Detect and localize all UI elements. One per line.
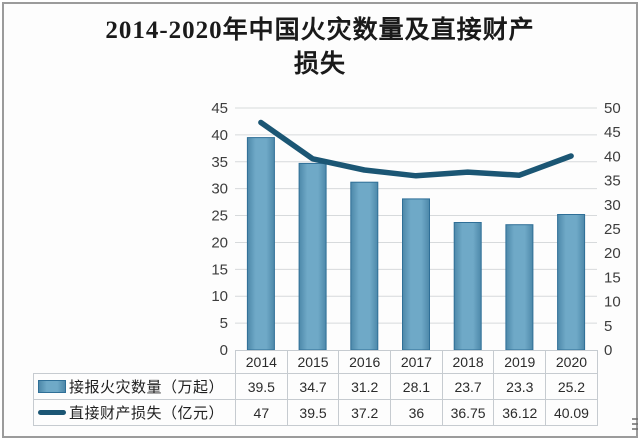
year-cell: 2020: [545, 350, 598, 374]
value-cell: 47: [235, 399, 288, 426]
value-cell: 39.5: [286, 399, 340, 426]
year-cell: 2019: [493, 350, 547, 374]
chart-title-line1: 2014-2020年中国火灾数量及直接财产: [105, 17, 535, 44]
year-cell: 2015: [286, 350, 340, 374]
watermark-fragment: [632, 418, 638, 431]
year-cell: 2014: [235, 350, 288, 374]
value-cell: 31.2: [338, 373, 392, 400]
value-cell: 34.7: [286, 373, 340, 400]
table-row: 直接财产损失（亿元） 47 39.5 37.2 36 36.75 36.12 40.09: [33, 399, 598, 426]
data-table: 2014 2015 2016 2017 2018 2019 2020 接报火灾数量（万起） 39…: [33, 350, 598, 426]
year-cell: 2016: [338, 350, 392, 374]
year-cell: 2018: [441, 350, 495, 374]
value-cell: 36.12: [493, 399, 547, 426]
legend-label: 直接财产损失（亿元）: [69, 405, 225, 422]
line-legend-swatch-icon: [38, 410, 66, 415]
legend-label: 接报火灾数量（万起）: [69, 379, 225, 396]
value-cell: 28.1: [390, 373, 443, 400]
chart-title: 2014-2020年中国火灾数量及直接财产 损失: [0, 14, 640, 82]
bar-legend-swatch-icon: [38, 380, 66, 393]
data-table-body: 2014 2015 2016 2017 2018 2019 2020 接报火灾数量（万起） 39…: [33, 350, 598, 426]
table-row: 接报火灾数量（万起） 39.5 34.7 31.2 28.1 23.7 23.3 25.2: [33, 373, 598, 400]
legend-cell: 直接财产损失（亿元）: [33, 399, 236, 426]
value-cell: 37.2: [338, 399, 392, 426]
year-cell: 2017: [390, 350, 443, 374]
chart-title-line2: 损失: [293, 51, 346, 78]
table-corner-cell: [34, 351, 236, 374]
value-cell: 25.2: [545, 373, 598, 400]
value-cell: 36.75: [441, 399, 495, 426]
value-cell: 36: [390, 399, 443, 426]
value-cell: 40.09: [545, 399, 598, 426]
legend-cell: 接报火灾数量（万起）: [33, 373, 236, 400]
value-cell: 23.3: [493, 373, 547, 400]
year-header-row: 2014 2015 2016 2017 2018 2019 2020: [34, 350, 598, 374]
value-cell: 39.5: [235, 373, 288, 400]
value-cell: 23.7: [441, 373, 495, 400]
